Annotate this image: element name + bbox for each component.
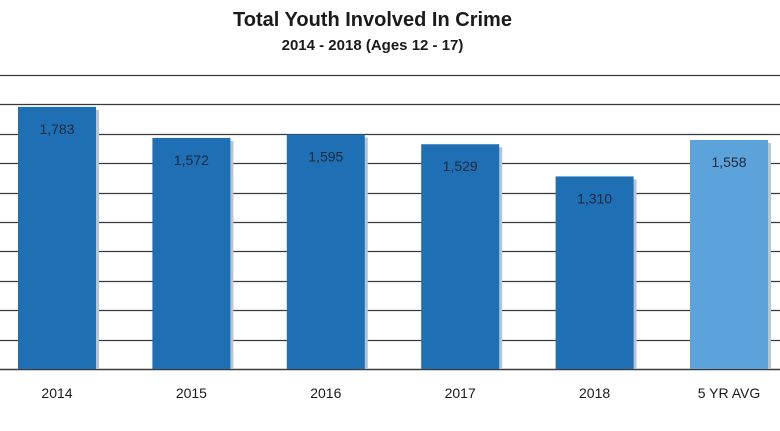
bar-5-yr-avg [690, 139, 768, 369]
bar-2016 [286, 134, 365, 369]
x-tick-label: 5 YR AVG [698, 385, 761, 401]
chart-title: Total Youth Involved In Crime [233, 9, 512, 31]
data-label: 1,529 [443, 158, 478, 174]
bars [18, 106, 771, 370]
chart-subtitle: 2014 - 2018 (Ages 12 - 17) [281, 37, 464, 54]
x-tick-label: 2014 [41, 385, 72, 401]
x-tick-label: 2017 [445, 385, 476, 401]
data-label: 1,595 [308, 149, 343, 165]
x-axis-tick-labels: 2014 2015 2016 2017 2018 5 YR AVG [41, 385, 760, 401]
bar-2014 [18, 106, 96, 370]
x-tick-label: 2015 [176, 385, 207, 401]
gridlines [0, 74, 780, 371]
data-label: 1,572 [174, 152, 209, 168]
data-labels: 1,783 1,572 1,595 1,529 1,310 1,558 [39, 121, 746, 207]
data-label: 1,558 [711, 154, 746, 170]
data-label: 1,310 [577, 190, 612, 206]
x-tick-label: 2018 [579, 385, 610, 401]
bar-2018 [555, 176, 634, 369]
bar-2017 [421, 144, 500, 369]
data-label: 1,783 [39, 121, 74, 137]
x-tick-label: 2016 [310, 385, 341, 401]
bar-2015 [152, 137, 231, 369]
